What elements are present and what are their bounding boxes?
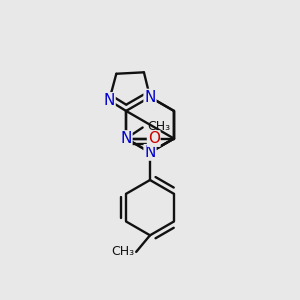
Text: N: N	[120, 131, 132, 146]
Text: CH₃: CH₃	[147, 119, 170, 133]
Text: N: N	[144, 90, 156, 105]
Text: O: O	[148, 131, 160, 146]
Text: N: N	[144, 145, 156, 160]
Text: N: N	[103, 93, 115, 108]
Text: CH₃: CH₃	[112, 245, 135, 258]
